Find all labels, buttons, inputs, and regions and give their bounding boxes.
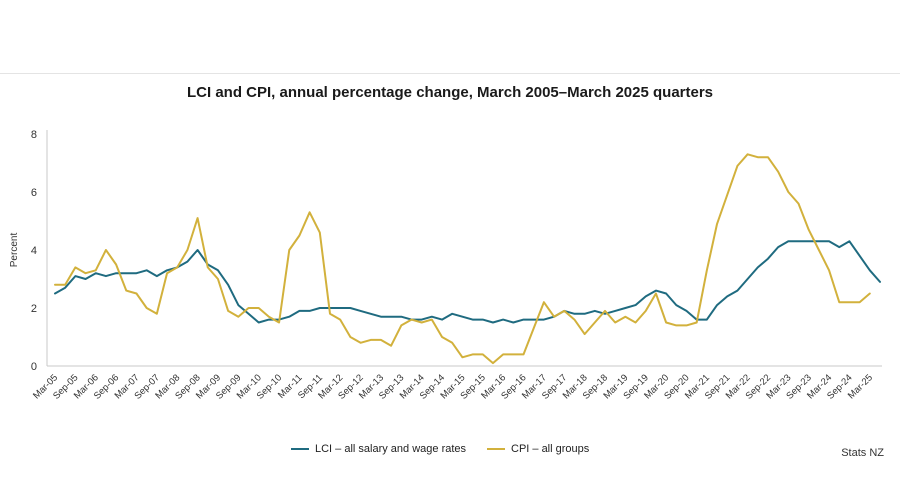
legend-swatch-lci — [291, 448, 309, 450]
chart-legend: LCI – all salary and wage rates CPI – al… — [0, 443, 900, 461]
legend-item-lci: LCI – all salary and wage rates — [291, 443, 466, 455]
y-tick-label: 4 — [31, 245, 37, 257]
series-line-lci — [54, 240, 881, 324]
legend-swatch-cpi — [487, 448, 505, 450]
y-tick-label: 6 — [31, 187, 37, 199]
y-tick-label: 0 — [31, 361, 37, 373]
source-label: Stats NZ — [841, 447, 884, 459]
y-tick-label: 2 — [31, 303, 37, 315]
series-line-cpi — [54, 153, 871, 365]
legend-label-cpi: CPI – all groups — [511, 443, 590, 455]
legend-item-cpi: CPI – all groups — [487, 443, 589, 455]
top-divider — [0, 73, 900, 74]
y-tick-label: 8 — [31, 129, 37, 141]
y-axis-label: Percent — [9, 233, 20, 268]
legend-label-lci: LCI – all salary and wage rates — [315, 443, 467, 455]
chart-title: LCI and CPI, annual percentage change, M… — [186, 84, 714, 101]
